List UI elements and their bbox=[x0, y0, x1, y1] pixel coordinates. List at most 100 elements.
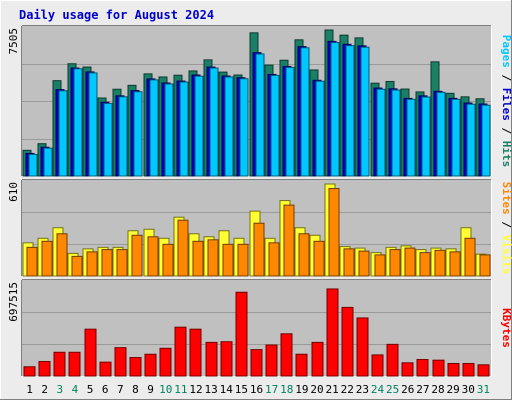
x-tick-label-day-26: 26 bbox=[401, 383, 414, 396]
x-tick-label-day-1: 1 bbox=[26, 383, 33, 396]
legend-part: / bbox=[500, 68, 512, 88]
legend-part: Sites bbox=[500, 182, 512, 215]
bar-pages-day-12 bbox=[194, 75, 204, 177]
bar-sites-day-14 bbox=[222, 243, 234, 277]
bar-kbytes-day-30 bbox=[462, 362, 475, 377]
bar-kbytes-day-1 bbox=[23, 366, 36, 377]
ymax-label-bottom: 697515 bbox=[7, 282, 20, 322]
bar-pages-day-10 bbox=[164, 83, 174, 177]
bar-sites-day-7 bbox=[116, 249, 128, 277]
x-tick-label-day-3: 3 bbox=[57, 383, 64, 396]
bar-pages-day-5 bbox=[88, 72, 98, 177]
panel-bottom: 697515 KBytes bbox=[7, 279, 512, 377]
x-tick-label-day-27: 27 bbox=[416, 383, 429, 396]
x-tick-label-day-20: 20 bbox=[310, 383, 323, 396]
legend-label-middle: Sites / Visits bbox=[500, 182, 512, 275]
bar-pages-day-4 bbox=[73, 68, 83, 177]
bar-sites-day-3 bbox=[56, 233, 68, 277]
bar-pages-day-2 bbox=[43, 147, 53, 177]
bar-sites-day-31 bbox=[479, 254, 491, 277]
x-tick-label-day-31: 31 bbox=[477, 383, 490, 396]
x-tick-label-day-13: 13 bbox=[204, 383, 217, 396]
bar-sites-day-6 bbox=[101, 249, 113, 277]
x-tick-label-day-25: 25 bbox=[386, 383, 399, 396]
bar-kbytes-day-15 bbox=[235, 291, 248, 377]
bar-kbytes-day-22 bbox=[341, 306, 354, 377]
bar-pages-day-1 bbox=[28, 153, 38, 177]
bar-pages-day-19 bbox=[300, 47, 310, 177]
x-tick-label-day-15: 15 bbox=[235, 383, 248, 396]
bar-sites-day-24 bbox=[374, 254, 386, 277]
bar-pages-day-9 bbox=[149, 79, 159, 177]
panel-middle: 610 Sites / Visits bbox=[7, 179, 512, 277]
bar-pages-day-6 bbox=[103, 102, 113, 177]
bar-kbytes-day-26 bbox=[401, 362, 414, 377]
bar-kbytes-day-24 bbox=[371, 354, 384, 377]
x-tick-label-day-7: 7 bbox=[117, 383, 124, 396]
bar-sites-day-5 bbox=[86, 251, 98, 277]
x-tick-label-day-29: 29 bbox=[447, 383, 460, 396]
legend-label-top: Pages / Files / Hits bbox=[500, 35, 512, 168]
x-tick-label-day-19: 19 bbox=[295, 383, 308, 396]
bar-pages-day-23 bbox=[360, 46, 370, 177]
bar-pages-day-16 bbox=[255, 53, 265, 177]
bar-kbytes-day-16 bbox=[250, 349, 263, 377]
bar-pages-day-3 bbox=[58, 90, 68, 177]
bar-kbytes-day-9 bbox=[144, 353, 157, 377]
x-tick-label-day-14: 14 bbox=[220, 383, 234, 396]
bar-pages-day-29 bbox=[451, 98, 461, 177]
bar-sites-day-25 bbox=[389, 249, 401, 277]
bar-sites-day-18 bbox=[283, 204, 295, 277]
bar-pages-day-30 bbox=[466, 103, 476, 177]
x-tick-label-day-28: 28 bbox=[431, 383, 444, 396]
x-tick-label-day-6: 6 bbox=[102, 383, 109, 396]
bar-sites-day-28 bbox=[434, 249, 446, 277]
bar-sites-day-11 bbox=[177, 219, 189, 277]
bar-pages-day-31 bbox=[481, 104, 491, 177]
x-tick-label-day-8: 8 bbox=[132, 383, 139, 396]
x-tick-label-day-10: 10 bbox=[159, 383, 172, 396]
x-tick-label-day-12: 12 bbox=[189, 383, 202, 396]
x-tick-label-day-22: 22 bbox=[341, 383, 354, 396]
bar-kbytes-day-25 bbox=[386, 343, 399, 377]
bar-kbytes-day-14 bbox=[220, 341, 233, 377]
bar-sites-day-30 bbox=[464, 237, 476, 277]
bar-kbytes-day-17 bbox=[265, 344, 278, 377]
bar-sites-day-13 bbox=[207, 239, 219, 277]
bar-pages-day-11 bbox=[179, 81, 189, 177]
bar-sites-day-21 bbox=[328, 188, 340, 277]
bar-pages-day-17 bbox=[270, 74, 280, 177]
bar-pages-day-7 bbox=[118, 96, 128, 177]
bar-kbytes-day-28 bbox=[432, 359, 445, 377]
bar-kbytes-day-31 bbox=[477, 364, 490, 377]
x-tick-label-day-23: 23 bbox=[356, 383, 369, 396]
x-tick-label-day-5: 5 bbox=[87, 383, 94, 396]
x-tick-label-day-21: 21 bbox=[326, 383, 339, 396]
bar-pages-day-18 bbox=[285, 66, 295, 177]
bar-kbytes-day-20 bbox=[311, 341, 324, 377]
chart-title: Daily usage for August 2024 bbox=[19, 8, 215, 22]
x-tick-label-day-30: 30 bbox=[462, 383, 475, 396]
bar-pages-day-27 bbox=[421, 96, 431, 177]
x-tick-label-day-16: 16 bbox=[250, 383, 263, 396]
bar-sites-day-29 bbox=[449, 251, 461, 277]
bar-pages-day-24 bbox=[376, 88, 386, 177]
bar-kbytes-day-7 bbox=[114, 347, 127, 377]
bar-sites-day-26 bbox=[404, 247, 416, 277]
bar-pages-day-25 bbox=[391, 89, 401, 177]
bar-kbytes-day-23 bbox=[356, 317, 369, 377]
bar-sites-day-17 bbox=[268, 242, 280, 277]
bar-kbytes-day-11 bbox=[174, 326, 187, 377]
legend-part: Pages bbox=[500, 35, 512, 68]
ymax-label-middle: 610 bbox=[7, 182, 20, 202]
legend-part: Hits bbox=[500, 141, 512, 168]
bar-kbytes-day-3 bbox=[53, 351, 66, 377]
bar-pages-day-26 bbox=[406, 98, 416, 177]
bar-sites-day-16 bbox=[253, 222, 265, 277]
bar-sites-day-1 bbox=[26, 246, 38, 277]
x-tick-label-day-24: 24 bbox=[371, 383, 385, 396]
bar-kbytes-day-19 bbox=[295, 353, 308, 377]
bar-sites-day-22 bbox=[343, 248, 355, 277]
legend-part: Files bbox=[500, 88, 512, 121]
